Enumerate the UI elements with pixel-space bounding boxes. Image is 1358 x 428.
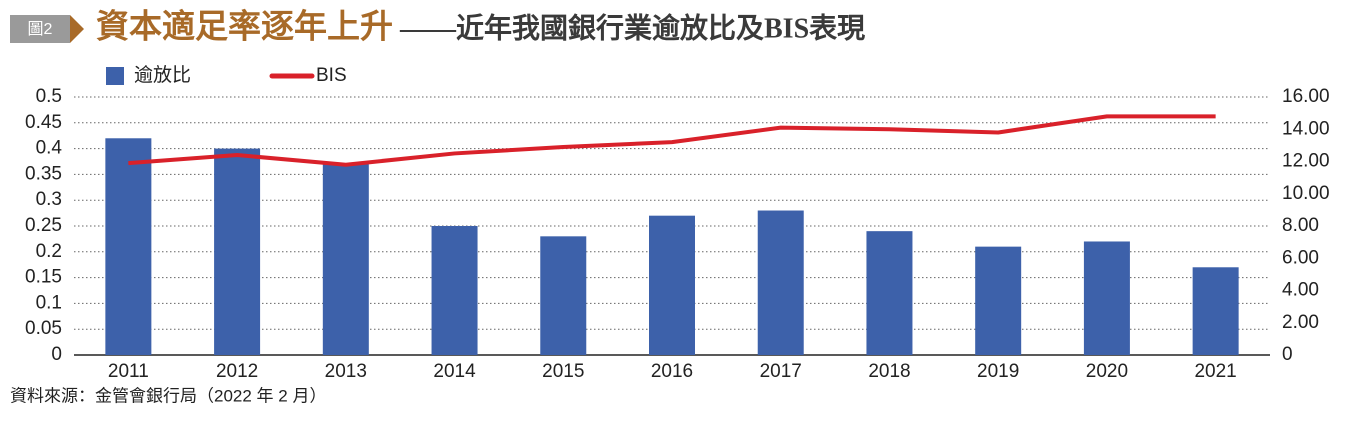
chart-title: 資本適足率逐年上升	[96, 9, 393, 46]
y2-tick-label: 6.00	[1282, 247, 1319, 268]
bar	[866, 231, 913, 355]
legend-label: BIS	[316, 65, 347, 86]
y-tick-label: 0.05	[25, 318, 62, 339]
y-tick-label: 0.45	[25, 112, 62, 133]
bar	[975, 246, 1022, 355]
source-note: 資料來源：金管會銀行局（2022 年 2 月）	[10, 386, 326, 405]
x-tick-label: 2013	[325, 361, 367, 382]
y2-tick-label: 2.00	[1282, 312, 1319, 333]
legend-label: 逾放比	[134, 64, 191, 86]
y2-tick-label: 12.00	[1282, 151, 1330, 172]
bar	[1083, 241, 1130, 355]
label-box	[10, 15, 70, 43]
x-tick-label: 2018	[868, 361, 910, 382]
bar	[322, 164, 369, 355]
x-tick-label: 2020	[1086, 361, 1128, 382]
label-arrow	[70, 15, 84, 43]
x-tick-label: 2012	[216, 361, 258, 382]
bar	[1192, 267, 1239, 355]
x-tick-label: 2019	[977, 361, 1019, 382]
y2-tick-label: 16.00	[1282, 86, 1330, 107]
y-tick-label: 0.1	[36, 292, 62, 313]
y-tick-label: 0	[51, 344, 62, 365]
x-tick-label: 2015	[542, 361, 584, 382]
bar	[757, 210, 804, 355]
y-tick-label: 0.4	[36, 138, 63, 159]
y-tick-label: 0.3	[36, 189, 62, 210]
y2-tick-label: 0	[1282, 344, 1293, 365]
bar	[649, 215, 695, 355]
y-tick-label: 0.2	[36, 241, 62, 262]
y2-tick-label: 14.00	[1282, 118, 1330, 139]
x-tick-label: 2014	[433, 361, 476, 382]
y2-tick-label: 4.00	[1282, 280, 1319, 301]
y-tick-label: 0.25	[25, 215, 62, 236]
x-tick-label: 2021	[1194, 361, 1236, 382]
legend-swatch	[106, 67, 124, 85]
x-tick-label: 2011	[108, 361, 149, 382]
x-tick-label: 2017	[760, 361, 802, 382]
line	[128, 114, 1216, 167]
y-tick-label: 0.5	[36, 86, 62, 107]
y-tick-label: 0.35	[25, 163, 62, 184]
x-tick-label: 2016	[651, 361, 693, 382]
figure-label: 圖2	[28, 21, 53, 38]
bar	[431, 226, 478, 355]
chart-subtitle: ——近年我國銀行業逾放比及BIS表現	[399, 11, 865, 44]
y2-tick-label: 10.00	[1282, 183, 1330, 204]
bar	[540, 236, 587, 355]
y-tick-label: 0.15	[25, 267, 62, 288]
y2-tick-label: 8.00	[1282, 215, 1319, 236]
bar	[105, 138, 152, 355]
bar	[214, 148, 261, 355]
